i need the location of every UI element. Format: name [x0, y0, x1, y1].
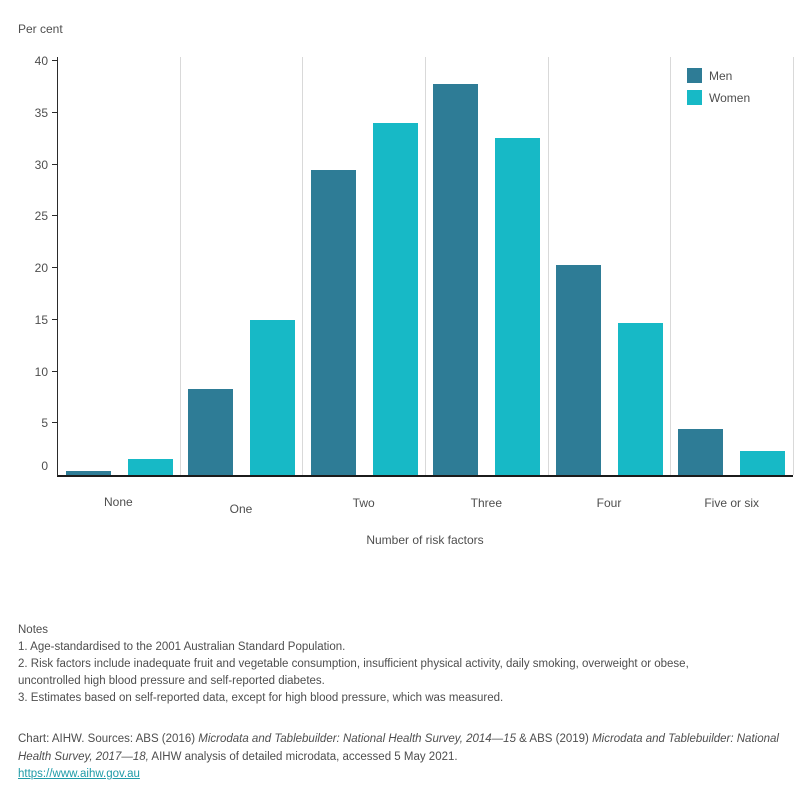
source-block: Chart: AIHW. Sources: ABS (2016) Microda… — [18, 731, 780, 784]
x-label-four: Four — [596, 496, 622, 510]
y-tick-mark — [52, 163, 58, 165]
y-tick-label: 15 — [34, 312, 48, 327]
y-axis-title: Per cent — [18, 22, 63, 36]
bar-women-two[interactable] — [372, 123, 418, 475]
source-citation-text: & ABS (2019) — [515, 733, 593, 745]
legend-swatch-men — [687, 68, 702, 83]
y-tick-label: 40 — [34, 54, 48, 68]
category-column-four — [548, 57, 671, 475]
column-gridline — [670, 57, 671, 475]
column-gridline — [793, 57, 794, 475]
source-citation-italic: Microdata and Tablebuilder: National Hea… — [18, 733, 779, 763]
note-line: 2. Risk factors include inadequate fruit… — [18, 658, 689, 687]
notes-items: 1. Age-standardised to the 2001 Australi… — [18, 639, 723, 707]
bar-men-five-or-six[interactable] — [678, 429, 724, 475]
x-label-five-or-six: Five or six — [704, 496, 760, 510]
bar-men-three[interactable] — [433, 84, 479, 475]
column-gridline — [425, 57, 426, 475]
category-column-two — [303, 57, 426, 475]
column-gridline — [180, 57, 181, 475]
notes-title: Notes — [18, 624, 49, 636]
bar-women-none[interactable] — [127, 459, 173, 475]
source-citation-text: AIHW analysis of detailed microdata, acc… — [148, 750, 458, 763]
source-text: Chart: AIHW. Sources: ABS (2016) Microda… — [18, 731, 780, 766]
y-tick-label: 10 — [34, 364, 48, 379]
category-column-one — [181, 57, 304, 475]
category-column-none — [58, 57, 181, 475]
y-tick-mark — [52, 422, 58, 424]
bar-women-one[interactable] — [250, 320, 296, 475]
y-tick-label: 35 — [34, 105, 48, 120]
y-tick-label: 30 — [34, 157, 48, 172]
source-citation-italic: Microdata and Tablebuilder: National Hea… — [198, 733, 516, 745]
bar-columns — [58, 57, 793, 475]
legend-item-men[interactable]: Men — [687, 68, 750, 83]
bar-men-two[interactable] — [310, 170, 356, 475]
y-tick-mark — [52, 267, 58, 268]
source-link[interactable]: https://www.aihw.gov.au — [18, 768, 140, 780]
column-gridline — [302, 57, 303, 475]
note-line: 1. Age-standardised to the 2001 Australi… — [18, 641, 346, 653]
bar-women-five-or-six[interactable] — [740, 451, 786, 475]
bar-men-one[interactable] — [188, 389, 234, 475]
y-tick-label: 20 — [34, 261, 48, 275]
legend: Men Women — [687, 68, 750, 112]
y-tick-mark — [52, 370, 58, 372]
y-tick-mark — [52, 318, 58, 320]
plot-area: 0 5 10 15 20 25 30 35 40 Men Women — [35, 54, 794, 477]
bar-men-four[interactable] — [555, 265, 601, 475]
y-tick-label: 5 — [41, 416, 48, 431]
legend-label-women: Women — [709, 90, 751, 105]
y-tick-label: 0 — [41, 459, 48, 473]
y-tick-mark — [52, 60, 58, 61]
category-column-three — [426, 57, 549, 475]
source-citation-text: Chart: AIHW. Sources: ABS (2016) — [18, 733, 199, 745]
x-label-one: One — [229, 502, 253, 516]
x-label-three: Three — [470, 496, 503, 510]
y-tick-mark — [52, 111, 58, 113]
note-line: 3. Estimates based on self-reported data… — [18, 692, 504, 704]
legend-item-women[interactable]: Women — [687, 90, 750, 105]
legend-swatch-women — [687, 90, 702, 105]
legend-label-men: Men — [709, 68, 733, 83]
y-tick-mark — [52, 215, 58, 217]
x-axis-labels: None One Two Three Four Five or six — [57, 495, 793, 516]
bar-women-three[interactable] — [495, 138, 541, 475]
notes-block: Notes 1. Age-standardised to the 2001 Au… — [18, 622, 723, 707]
category-column-five-or-six — [671, 57, 794, 475]
x-label-none: None — [103, 495, 133, 509]
column-gridline — [548, 57, 549, 475]
x-axis-title: Number of risk factors — [366, 533, 484, 547]
x-label-two: Two — [352, 496, 375, 510]
bar-men-none[interactable] — [65, 471, 111, 475]
y-tick-label: 25 — [34, 209, 48, 224]
bar-women-four[interactable] — [617, 323, 663, 475]
